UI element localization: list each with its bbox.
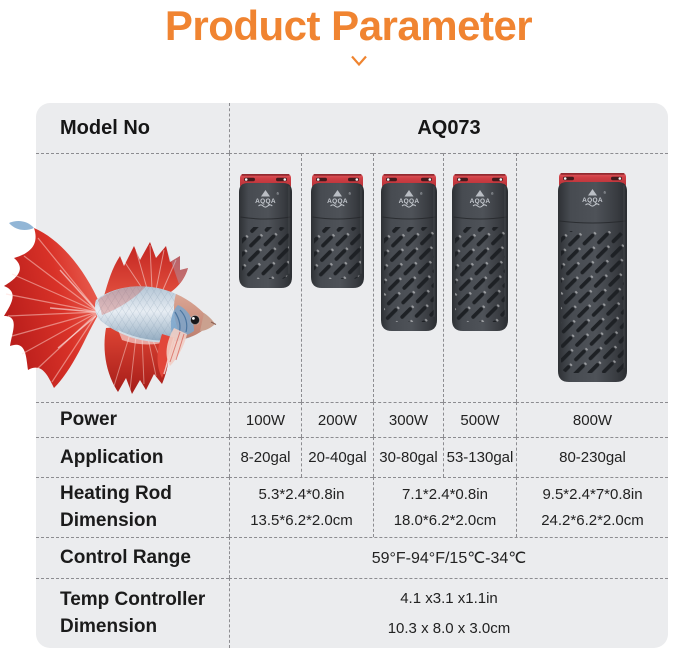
heater-image-500w: AQQA ® — [450, 172, 510, 333]
model-value: AQ073 — [229, 103, 668, 153]
heating-dimension-value: 9.5*2.4*7*0.8in 24.2*6.2*2.0cm — [516, 477, 668, 537]
application-value: 8-20gal — [229, 437, 301, 477]
image-row-spacer — [36, 153, 229, 402]
temp-controller-value: 4.1 x3.1 x1.1in 10.3 x 8.0 x 3.0cm — [229, 578, 668, 648]
power-value: 100W — [229, 402, 301, 437]
heating-dimension-label: Heating Rod Dimension — [36, 477, 229, 537]
page-title: Product Parameter — [164, 2, 533, 49]
svg-text:AQQA: AQQA — [470, 198, 491, 205]
svg-text:®: ® — [349, 192, 352, 196]
control-range-value: 59°F-94°F/15℃-34℃ — [229, 537, 668, 578]
heater-cell-100w: AQQA ® — [229, 153, 301, 402]
model-label: Model No — [60, 116, 150, 139]
svg-text:AQQA: AQQA — [582, 197, 603, 204]
heater-image-200w: AQQA ® — [309, 172, 366, 290]
heater-image-100w: AQQA ® — [237, 172, 294, 290]
application-value: 53-130gal — [443, 437, 516, 477]
power-value: 500W — [443, 402, 516, 437]
heater-image-800w: AQQA ® — [556, 171, 629, 384]
heater-cell-800w: AQQA ® — [516, 153, 668, 402]
svg-text:®: ® — [491, 192, 494, 196]
heater-cell-500w: AQQA ® — [443, 153, 516, 402]
svg-text:®: ® — [420, 192, 423, 196]
temp-controller-label: Temp Controller Dimension — [36, 578, 229, 648]
heating-dimension-value: 5.3*2.4*0.8in 13.5*6.2*2.0cm — [229, 477, 373, 537]
svg-text:®: ® — [277, 192, 280, 196]
svg-text:®: ® — [604, 191, 607, 195]
application-label: Application — [36, 437, 229, 477]
heating-dimension-value: 7.1*2.4*0.8in 18.0*6.2*2.0cm — [373, 477, 516, 537]
power-label: Power — [36, 402, 229, 437]
parameter-table: Model No AQ073 AQQA ® AQQA ® — [36, 103, 668, 648]
svg-text:AQQA: AQQA — [255, 198, 276, 205]
power-value: 800W — [516, 402, 668, 437]
heater-cell-200w: AQQA ® — [301, 153, 373, 402]
control-range-label: Control Range — [36, 537, 229, 578]
heater-image-300w: AQQA ® — [379, 172, 439, 333]
power-value: 300W — [373, 402, 443, 437]
application-value: 30-80gal — [373, 437, 443, 477]
svg-text:AQQA: AQQA — [398, 198, 419, 205]
svg-text:AQQA: AQQA — [327, 198, 348, 205]
application-value: 80-230gal — [516, 437, 668, 477]
chevron-down-icon — [349, 54, 369, 73]
power-value: 200W — [301, 402, 373, 437]
application-value: 20-40gal — [301, 437, 373, 477]
heater-cell-300w: AQQA ® — [373, 153, 443, 402]
